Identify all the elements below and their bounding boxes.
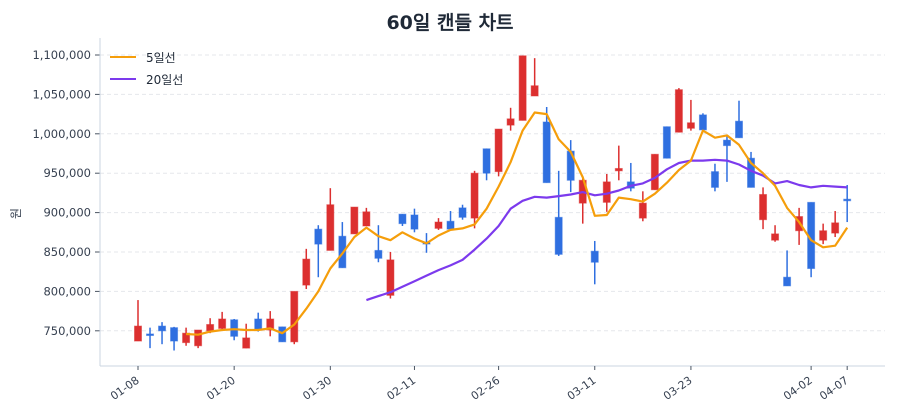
candle-down bbox=[374, 249, 383, 259]
candle-up bbox=[819, 230, 828, 241]
legend-label-ma20: 20일선 bbox=[146, 72, 184, 87]
candle-up bbox=[831, 222, 840, 234]
y-tick-label: 950,000 bbox=[43, 166, 91, 180]
candle-down bbox=[314, 228, 323, 245]
candle-up bbox=[518, 55, 527, 121]
candle-down bbox=[735, 120, 743, 139]
candle-up bbox=[266, 318, 275, 331]
candle-up bbox=[506, 118, 515, 126]
candle-down bbox=[590, 250, 599, 263]
x-tick-label: 03-11 bbox=[565, 374, 599, 403]
candle-down bbox=[722, 139, 731, 147]
legend-item-ma20: 20일선 bbox=[110, 68, 183, 90]
candle-up bbox=[302, 258, 311, 286]
candle-down bbox=[410, 214, 419, 230]
candle-down bbox=[170, 327, 179, 342]
candle-up bbox=[206, 323, 215, 332]
y-tick-label: 750,000 bbox=[43, 324, 91, 338]
ma5-line bbox=[186, 111, 849, 336]
legend-item-ma5: 5일선 bbox=[110, 46, 183, 68]
x-tick-label: 02-11 bbox=[385, 374, 419, 403]
candle-down bbox=[710, 171, 719, 188]
candle-down bbox=[158, 325, 167, 332]
candle-up bbox=[771, 233, 780, 241]
x-tick-label: 01-08 bbox=[108, 374, 142, 403]
candle-down bbox=[254, 318, 263, 331]
candle-up bbox=[759, 193, 768, 221]
candle-up bbox=[290, 290, 299, 343]
candle-up bbox=[674, 89, 683, 133]
candle-down bbox=[843, 198, 852, 202]
candle-up bbox=[242, 337, 251, 349]
candle-down bbox=[146, 333, 155, 337]
candle-down bbox=[230, 319, 239, 337]
y-tick-label: 900,000 bbox=[43, 206, 91, 220]
legend-swatch-ma20-icon bbox=[110, 78, 136, 80]
candle-down bbox=[662, 126, 671, 159]
candle-down bbox=[482, 148, 491, 174]
candle-down bbox=[446, 220, 455, 230]
y-tick-label: 1,100,000 bbox=[32, 48, 91, 62]
x-tick-label: 03-23 bbox=[661, 374, 695, 403]
candle-down bbox=[398, 213, 407, 225]
y-tick-label: 800,000 bbox=[43, 284, 91, 298]
y-tick-label: 1,050,000 bbox=[32, 87, 91, 101]
candle-up bbox=[434, 221, 443, 229]
legend: 5일선 20일선 bbox=[110, 46, 183, 90]
chart-title: 60일 캔들 차트 bbox=[386, 12, 514, 34]
candle-up bbox=[686, 122, 695, 129]
candle-up bbox=[362, 211, 371, 227]
candle-up bbox=[650, 153, 659, 191]
x-tick-label: 04-07 bbox=[817, 374, 851, 403]
candle-up bbox=[494, 128, 503, 173]
candle-down bbox=[458, 207, 467, 218]
x-tick-label: 01-20 bbox=[204, 374, 238, 403]
x-tick-label: 02-26 bbox=[469, 374, 503, 403]
candle-up bbox=[326, 204, 335, 251]
candle-up bbox=[134, 325, 142, 342]
candle-up bbox=[350, 206, 359, 235]
candle-up bbox=[182, 332, 191, 344]
candle-down bbox=[278, 326, 287, 343]
x-tick-label: 04-02 bbox=[781, 374, 815, 403]
legend-label-ma5: 5일선 bbox=[146, 50, 176, 65]
candle-down bbox=[698, 114, 707, 131]
candle-up bbox=[218, 318, 227, 329]
candle-up bbox=[530, 85, 539, 97]
candle-up bbox=[470, 172, 479, 219]
x-tick-label: 01-30 bbox=[300, 374, 334, 403]
candle-up bbox=[638, 202, 647, 219]
candle-down bbox=[554, 216, 563, 255]
y-tick-label: 850,000 bbox=[43, 245, 91, 259]
candle-up bbox=[614, 167, 623, 172]
y-tick-label: 1,000,000 bbox=[32, 127, 91, 141]
legend-swatch-ma5-icon bbox=[110, 56, 136, 58]
candle-up bbox=[386, 259, 395, 296]
candle-down bbox=[542, 121, 551, 184]
candle-down bbox=[783, 276, 792, 287]
candle-up bbox=[194, 329, 203, 347]
